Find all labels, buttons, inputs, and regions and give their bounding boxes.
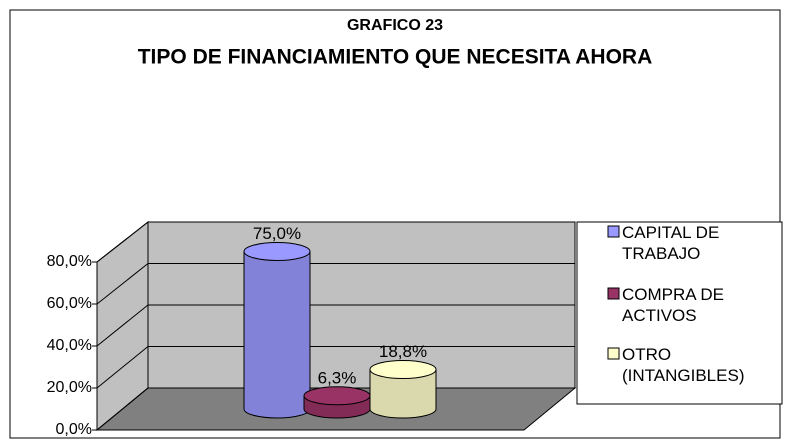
legend-swatch	[607, 287, 620, 300]
value-label: 75,0%	[253, 224, 301, 243]
grid-line	[96, 304, 149, 347]
bar-top	[369, 360, 437, 380]
legend-swatch	[607, 347, 620, 360]
grid-line	[96, 221, 149, 263]
chart-subtitle: TIPO DE FINANCIAMIENTO QUE NECESITA AHOR…	[138, 46, 653, 69]
y-tick-label: 80,0%	[47, 253, 92, 270]
value-label: 6,3%	[318, 368, 357, 387]
legend-label: CAPITAL DE TRABAJO	[622, 223, 720, 263]
bar	[243, 251, 311, 419]
bar-top	[303, 386, 371, 406]
grid-line	[96, 387, 149, 431]
y-tick-label: 40,0%	[47, 337, 92, 354]
legend-swatch	[607, 225, 620, 238]
chart-title: GRAFICO 23	[347, 17, 443, 34]
legend-box	[576, 221, 783, 405]
bar-top	[243, 242, 311, 261]
y-tick-label: 20,0%	[47, 379, 92, 396]
legend-label: COMPRA DE ACTIVOS	[622, 285, 725, 325]
grid-line	[96, 346, 149, 389]
legend-label: OTRO (INTANGIBLES)	[622, 345, 745, 385]
value-label: 18,8%	[379, 342, 427, 361]
y-tick-label: 0,0%	[56, 421, 92, 438]
grid-line	[96, 263, 149, 305]
bar	[369, 369, 437, 419]
y-tick-label: 60,0%	[47, 295, 92, 312]
